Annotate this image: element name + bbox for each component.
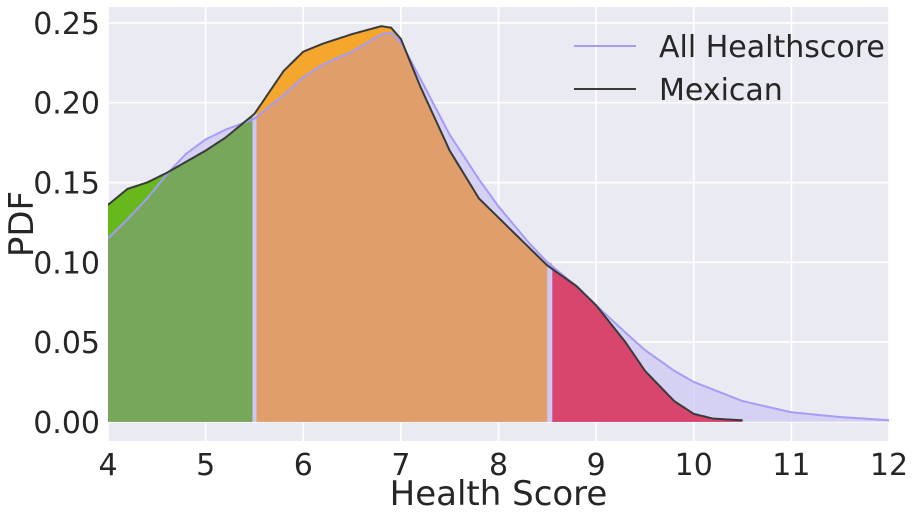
y-tick-labels: 0.00 0.05 0.10 0.15 0.20 0.25 (33, 7, 100, 441)
band-separator-1 (547, 262, 553, 422)
x-tick-label-4: 8 (489, 448, 508, 483)
y-tick-label-0: 0.00 (33, 406, 100, 441)
x-tick-label-8: 12 (870, 448, 908, 483)
x-tick-label-5: 9 (587, 448, 606, 483)
overlap-bands (108, 32, 743, 422)
band-separators (252, 115, 553, 422)
y-tick-label-1: 0.05 (33, 326, 100, 361)
y-tick-label-5: 0.25 (33, 7, 100, 42)
legend-label-mexican: Mexican (659, 73, 783, 108)
x-tick-label-1: 5 (196, 448, 215, 483)
x-axis-label: Health Score (390, 474, 608, 514)
legend-label-all-healthscore: All Healthscore (659, 30, 885, 65)
x-tick-label-7: 11 (772, 448, 810, 483)
plot-area (108, 25, 889, 422)
y-axis-label: PDF (2, 191, 42, 257)
y-tick-label-2: 0.10 (33, 246, 100, 281)
x-tick-label-3: 7 (391, 448, 410, 483)
overlap-area-2 (552, 268, 743, 422)
overlap-area-1 (256, 32, 548, 422)
series-line-all-healthscore (108, 31, 889, 422)
band-separator-0 (252, 115, 257, 422)
y-tick-label-3: 0.15 (33, 167, 100, 202)
series-line-mexican (108, 25, 743, 422)
x-tick-label-2: 6 (294, 448, 313, 483)
y-tick-label-4: 0.20 (33, 87, 100, 122)
x-tick-label-6: 10 (675, 448, 713, 483)
legend: All Healthscore Mexican (574, 30, 885, 108)
x-tick-labels: 4 5 6 7 8 9 10 11 12 (98, 448, 908, 483)
overlap-area-0 (108, 119, 253, 422)
x-tick-label-0: 4 (98, 448, 117, 483)
